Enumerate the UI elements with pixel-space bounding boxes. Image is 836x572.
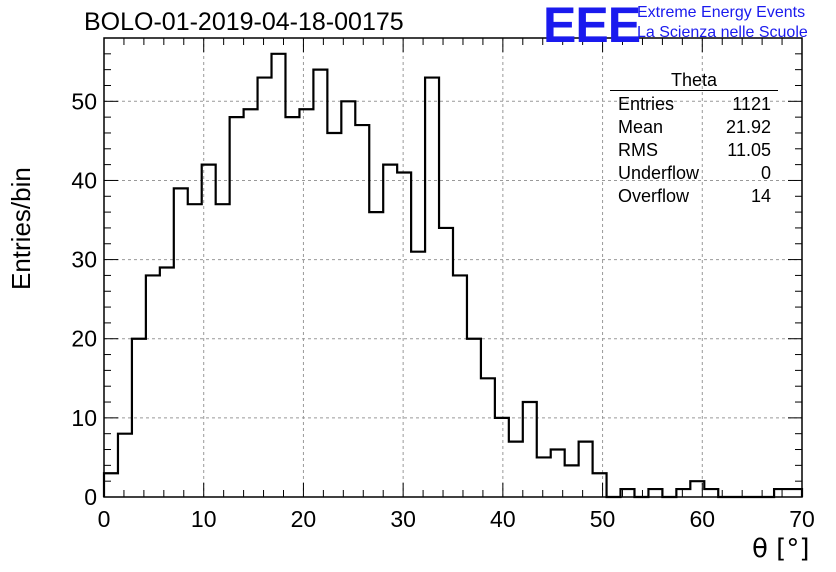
stats-row-mean: Mean 21.92 — [610, 116, 778, 139]
stats-row-overflow: Overflow 14 — [610, 185, 778, 208]
y-tick-label: 40 — [71, 167, 97, 193]
stats-row-rms: RMS 11.05 — [610, 139, 778, 162]
stats-label: RMS — [618, 140, 658, 160]
stats-row-underflow: Underflow 0 — [610, 162, 778, 185]
histogram-step-line — [102, 52, 804, 499]
tick-labels: 0 10 20 30 40 50 60 70 0 10 20 30 40 50 — [71, 88, 814, 532]
eee-logo: EEE — [543, 0, 641, 53]
chart-title: BOLO-01-2019-04-18-00175 — [84, 8, 404, 36]
stats-label: Overflow — [618, 186, 690, 206]
brand-line-1: Extreme Energy Events — [637, 4, 806, 21]
stats-value: 1121 — [732, 94, 771, 114]
axis-ticks — [103, 37, 803, 498]
y-tick-label: 10 — [71, 405, 97, 431]
stats-value: 21.92 — [725, 117, 771, 137]
stats-title: Theta — [610, 70, 778, 91]
plot-frame — [103, 37, 803, 498]
y-tick-label: 50 — [71, 88, 97, 114]
stats-row-entries: Entries 1121 — [610, 93, 778, 116]
grid-lines — [104, 38, 802, 497]
stats-value: 0 — [760, 163, 771, 183]
y-tick-label: 30 — [71, 247, 97, 273]
brand-line-2: La Scienza nelle Scuole — [637, 24, 808, 41]
stats-label: Entries — [618, 94, 675, 114]
x-tick-label: 10 — [191, 506, 217, 532]
stats-label: Mean — [618, 117, 664, 137]
x-tick-label: 60 — [689, 506, 715, 532]
x-tick-label: 30 — [390, 506, 416, 532]
y-tick-label: 0 — [84, 484, 97, 510]
x-tick-label: 0 — [98, 506, 111, 532]
stats-value: 14 — [750, 186, 771, 206]
x-tick-label: 70 — [789, 506, 815, 532]
x-tick-label: 20 — [291, 506, 317, 532]
stats-box: Theta Entries 1121 Mean 21.92 RMS 11.05 … — [610, 70, 778, 208]
x-tick-label: 40 — [490, 506, 516, 532]
x-tick-label: 50 — [590, 506, 616, 532]
x-axis-label: θ [°] — [752, 534, 810, 564]
y-axis-label: Entries/bin — [6, 167, 36, 290]
stats-value: 11.05 — [727, 140, 771, 160]
stats-label: Underflow — [618, 163, 700, 183]
y-tick-label: 20 — [71, 326, 97, 352]
